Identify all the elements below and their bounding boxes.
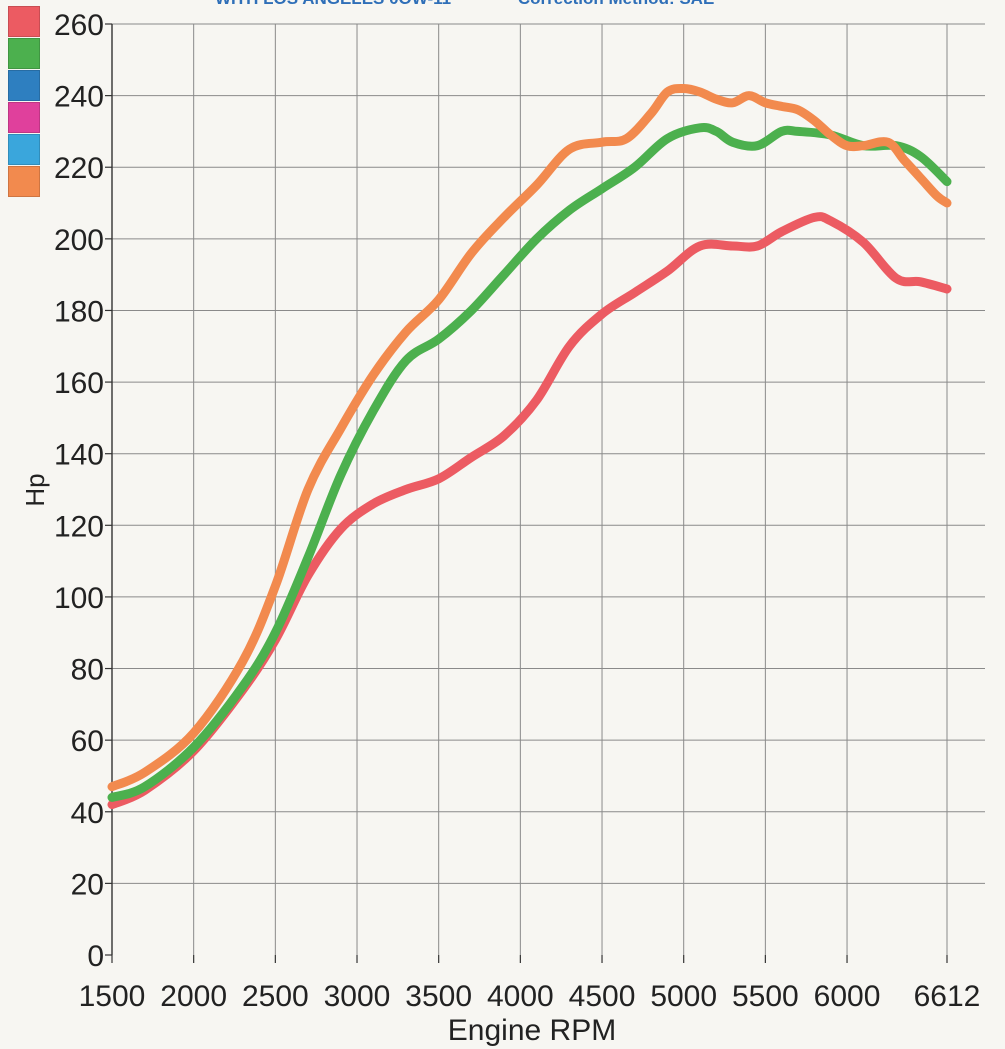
series-line-3 <box>107 83 952 792</box>
legend-swatch <box>8 134 40 165</box>
grid <box>112 23 985 955</box>
legend-swatch <box>8 166 40 197</box>
y-tick-label: 0 <box>87 940 104 973</box>
chart-header: WITH LOS ANGELES 0OW-11 Correction Metho… <box>215 0 975 15</box>
x-tick-label: 4000 <box>487 980 554 1013</box>
y-tick-labels: 0 20 40 60 80 100 120 140 160 180 200 220 240 260 <box>54 9 104 973</box>
x-axis-label: Engine RPM <box>448 1014 616 1047</box>
y-tick-label: 120 <box>54 510 104 543</box>
x-tick-label: 6612 <box>914 980 981 1013</box>
y-tick-label: 80 <box>71 654 104 687</box>
x-tick-labels: 1500 2000 2500 3000 3500 4000 4500 5000 5500 6000… <box>79 980 981 1013</box>
y-tick-label: 220 <box>54 152 104 185</box>
y-tick-label: 160 <box>54 367 104 400</box>
x-tick-label: 2500 <box>242 980 309 1013</box>
y-tick-label: 40 <box>71 797 104 830</box>
x-tick-label: 2000 <box>160 980 227 1013</box>
x-tick-label: 5000 <box>650 980 717 1013</box>
series-line-2 <box>107 123 952 802</box>
x-tick-label: 3500 <box>405 980 472 1013</box>
series-lines <box>107 83 952 810</box>
legend-swatch <box>8 102 40 133</box>
x-tick-label: 5500 <box>732 980 799 1013</box>
legend-swatch <box>8 70 40 101</box>
x-tick-label: 4500 <box>569 980 636 1013</box>
legend <box>8 6 40 198</box>
x-tick-label: 3000 <box>324 980 391 1013</box>
y-tick-label: 100 <box>54 582 104 615</box>
x-tick-label: 6000 <box>814 980 881 1013</box>
y-tick-label: 140 <box>54 439 104 472</box>
y-tick-label: 180 <box>54 295 104 328</box>
header-run-text: WITH LOS ANGELES 0OW-11 <box>215 0 451 8</box>
y-tick-label: 20 <box>71 868 104 901</box>
x-tick-label: 1500 <box>79 980 146 1013</box>
y-axis-label: Hp <box>20 473 50 506</box>
y-tick-label: 260 <box>54 9 104 42</box>
axes <box>105 23 948 963</box>
y-tick-label: 240 <box>54 81 104 114</box>
y-tick-label: 200 <box>54 224 104 257</box>
header-correction-text: Correction Method: SAE <box>518 0 714 8</box>
series-line-1 <box>107 212 952 810</box>
legend-swatch <box>8 6 40 37</box>
legend-swatch <box>8 38 40 69</box>
y-tick-label: 60 <box>71 725 104 758</box>
